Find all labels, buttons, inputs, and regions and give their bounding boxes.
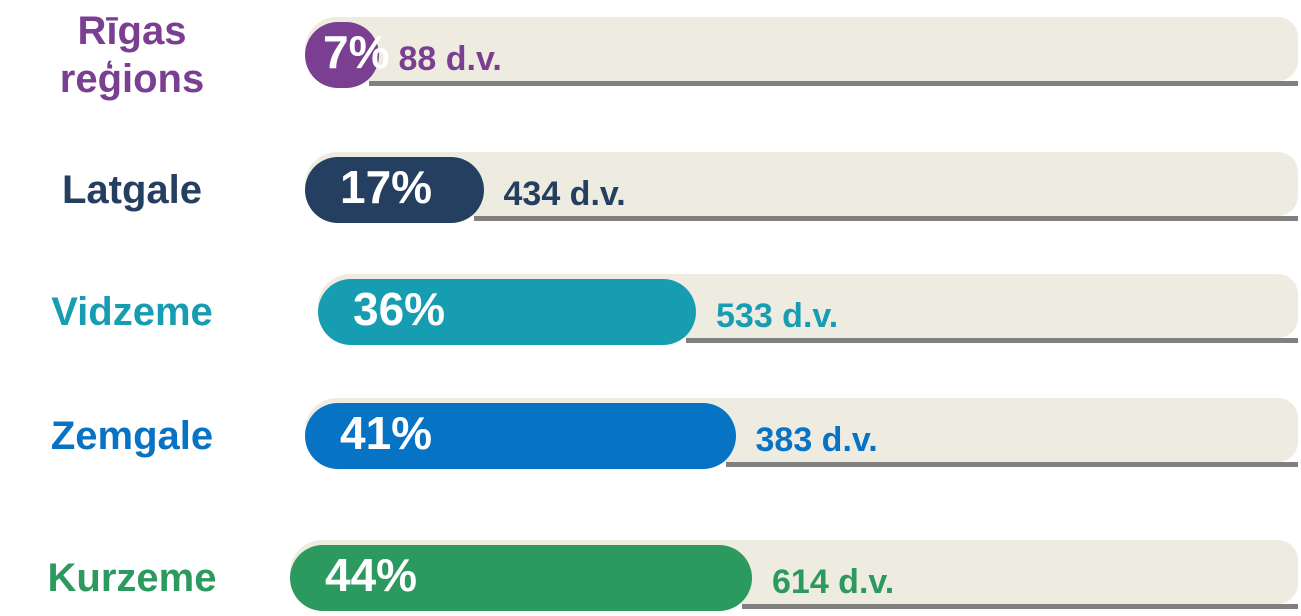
underline xyxy=(725,462,1298,467)
count-label: 383 d.v. xyxy=(755,421,878,459)
bar xyxy=(305,22,379,88)
underline xyxy=(473,216,1298,221)
category-label: Latgale xyxy=(61,168,203,212)
category-label: Kurzeme xyxy=(47,556,217,600)
value-label: 17% xyxy=(340,161,433,213)
count-label: 614 d.v. xyxy=(772,563,895,601)
underline xyxy=(686,338,1298,343)
bar xyxy=(305,157,484,223)
category-label: Zemgale xyxy=(50,414,214,458)
category-label: Vidzeme xyxy=(51,290,213,334)
value-label: 44% xyxy=(325,549,418,601)
count-label: 533 d.v. xyxy=(716,297,839,335)
bar xyxy=(290,545,752,611)
value-label: 36% xyxy=(353,283,446,335)
track xyxy=(305,17,1298,81)
underline xyxy=(742,604,1298,609)
count-label: 88 d.v. xyxy=(398,40,502,78)
value-label: 7% xyxy=(323,26,390,78)
bar xyxy=(318,279,696,345)
category-label: Rīgas reģions xyxy=(59,9,205,101)
bar xyxy=(305,403,736,469)
underline xyxy=(368,81,1298,86)
count-label: 434 d.v. xyxy=(503,175,626,213)
value-label: 41% xyxy=(340,407,433,459)
